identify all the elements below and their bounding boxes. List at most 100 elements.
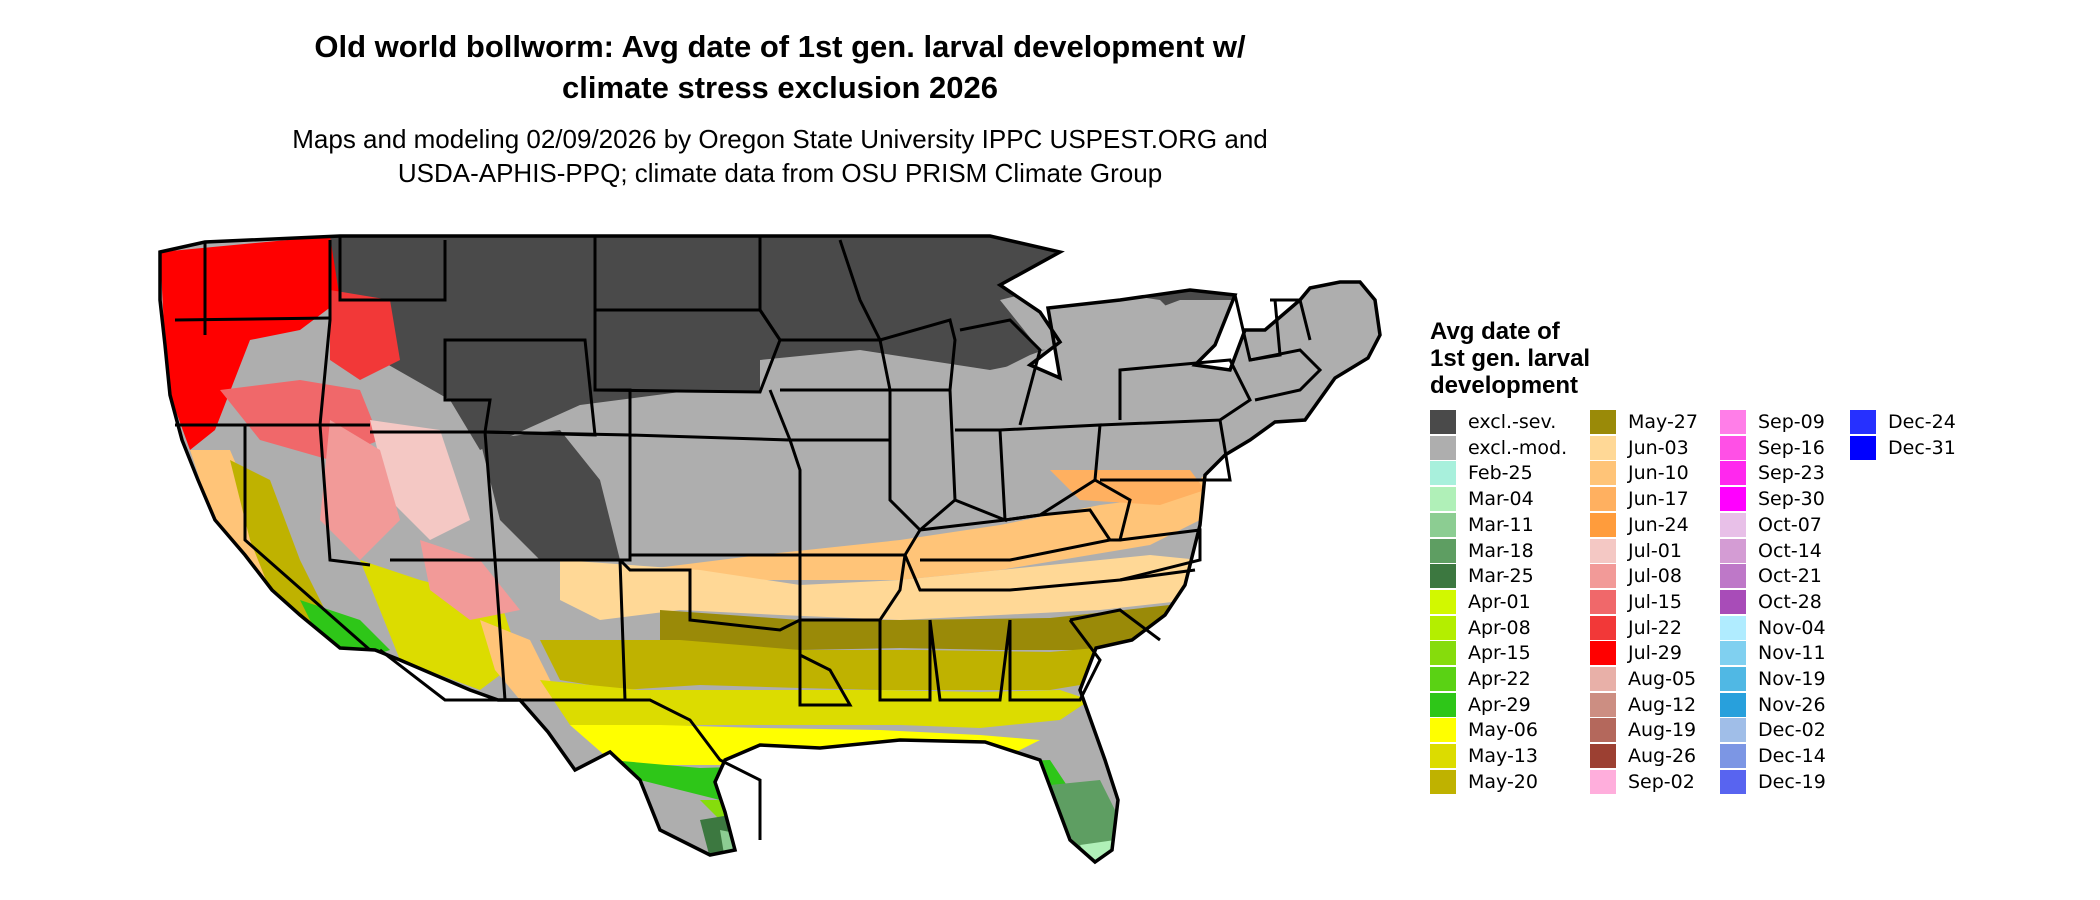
- legend-label: Oct-07: [1758, 513, 1822, 536]
- legend-label: Oct-28: [1758, 590, 1822, 613]
- legend-item: May-20: [1430, 769, 1538, 794]
- border-mt: [338, 236, 447, 302]
- border-ga: [1008, 619, 1102, 702]
- legend-swatch: [1590, 615, 1616, 640]
- legend-swatch: [1720, 538, 1746, 563]
- legend-swatch: [1430, 692, 1456, 717]
- legend-item: May-27: [1590, 410, 1698, 434]
- map-subtitle-line-1: Maps and modeling 02/09/2026 by Oregon S…: [292, 124, 1268, 154]
- legend-item: Aug-05: [1590, 667, 1696, 691]
- legend-item: Nov-04: [1720, 615, 1826, 640]
- legend-item: Nov-11: [1720, 641, 1826, 666]
- legend-label: Nov-11: [1758, 642, 1826, 665]
- legend-label: Jun-10: [1628, 462, 1689, 485]
- legend-swatch: [1590, 410, 1616, 434]
- legend-label: Dec-31: [1888, 436, 1956, 459]
- zone-jun-03: [560, 555, 1200, 620]
- legend-item: Nov-26: [1720, 692, 1826, 717]
- legend-label: Aug-19: [1628, 719, 1697, 742]
- zone-may-27: [660, 605, 1175, 650]
- border-va: [1119, 528, 1202, 582]
- legend-swatch: [1430, 769, 1456, 794]
- legend-item: Mar-04: [1430, 487, 1534, 512]
- legend-item: Oct-07: [1720, 512, 1822, 537]
- legend-swatch: [1430, 589, 1456, 614]
- border-wa-or: [174, 316, 331, 322]
- zone-apr-15: [700, 795, 960, 820]
- legend-item: Mar-18: [1430, 538, 1534, 563]
- legend-item: Oct-28: [1720, 589, 1822, 614]
- border-ny: [1118, 358, 1252, 422]
- legend-label: Mar-04: [1468, 488, 1534, 511]
- legend-swatch: [1720, 692, 1746, 717]
- legend-label: Aug-05: [1628, 668, 1697, 690]
- zone-jun-10-south: [640, 475, 1205, 590]
- legend-item: Jun-10: [1590, 461, 1689, 486]
- legend-swatch: [1430, 667, 1456, 691]
- legend-label: Sep-23: [1758, 462, 1825, 485]
- legend-swatch: [1430, 410, 1456, 434]
- border-wi: [879, 318, 957, 391]
- legend-item: excl.-mod.: [1430, 435, 1567, 460]
- border-tx-mx: [625, 698, 762, 840]
- border-id: [318, 240, 370, 427]
- legend-swatch: [1430, 615, 1456, 640]
- legend-item: Apr-01: [1430, 589, 1531, 614]
- border-mn: [758, 236, 883, 342]
- zone-apr-29-sw: [300, 600, 390, 660]
- legend-label: Oct-21: [1758, 565, 1822, 588]
- legend-swatch: [1430, 744, 1456, 769]
- legend-label: Sep-09: [1758, 411, 1825, 433]
- legend-label: Mar-18: [1468, 539, 1534, 562]
- legend-swatch: [1590, 435, 1616, 460]
- map-title-line-1: Old world bollworm: Avg date of 1st gen.…: [314, 29, 1246, 64]
- legend-label: Aug-12: [1628, 693, 1697, 716]
- legend-label: Apr-01: [1468, 590, 1531, 613]
- zone-jul-22: [330, 290, 400, 380]
- legend-swatch: [1590, 461, 1616, 486]
- map-subtitle-line-2: USDA-APHIS-PPQ; climate data from OSU PR…: [397, 158, 1163, 188]
- legend-item: Jun-17: [1590, 487, 1689, 512]
- border-sc: [1069, 608, 1161, 642]
- legend-swatch: [1590, 538, 1616, 563]
- legend-item: Jun-03: [1590, 435, 1689, 460]
- legend-swatch: [1720, 512, 1746, 537]
- legend-item: Sep-09: [1720, 410, 1825, 434]
- legend-item: Dec-19: [1720, 769, 1826, 794]
- legend-item: Sep-30: [1720, 487, 1825, 512]
- legend-swatch: [1720, 615, 1746, 640]
- legend-label: Sep-02: [1628, 770, 1695, 793]
- legend-swatch: [1590, 769, 1616, 794]
- legend-swatch: [1590, 512, 1616, 537]
- legend-swatch: [1590, 692, 1616, 717]
- legend-swatch: [1850, 410, 1876, 434]
- legend-label: Sep-16: [1758, 436, 1825, 459]
- zone-may-20-south: [540, 640, 1130, 690]
- legend-item: Sep-23: [1720, 461, 1825, 486]
- legend-label: Aug-26: [1628, 745, 1697, 768]
- legend-title-line-1: Avg date of: [1430, 318, 1560, 345]
- border-tn-nc: [903, 554, 1196, 592]
- legend-item: Mar-11: [1430, 512, 1534, 537]
- legend-swatch: [1590, 487, 1616, 512]
- legend-label: Dec-02: [1758, 719, 1826, 742]
- legend-item: Jul-01: [1590, 538, 1682, 563]
- legend-item: excl.-sev.: [1430, 410, 1556, 434]
- legend-item: May-13: [1430, 744, 1538, 769]
- legend-label: Jul-08: [1628, 565, 1682, 588]
- map-title-line-2: climate stress exclusion 2026: [562, 70, 998, 105]
- zone-jul-08: [320, 420, 400, 560]
- legend-item: Dec-24: [1850, 410, 1956, 434]
- legend-label: Sep-30: [1758, 488, 1825, 511]
- zone-excl-mod-plains: [760, 350, 1060, 400]
- legend-label: Mar-25: [1468, 565, 1534, 588]
- legend-label: Apr-15: [1468, 642, 1531, 665]
- legend-item: Apr-08: [1430, 615, 1531, 640]
- legend-swatch: [1590, 564, 1616, 589]
- border-tx-la: [798, 620, 853, 707]
- border-nm: [495, 558, 627, 702]
- legend-swatch: [1430, 512, 1456, 537]
- legend-item: Feb-25: [1430, 461, 1533, 486]
- legend-label: Dec-24: [1888, 411, 1956, 433]
- state-borders: [174, 236, 1323, 840]
